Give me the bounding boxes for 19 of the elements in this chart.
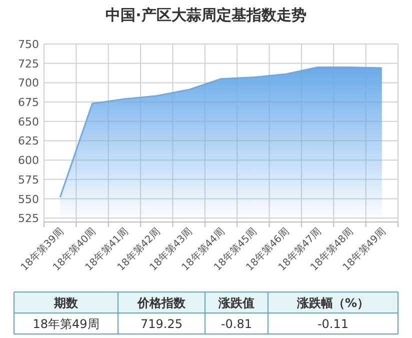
text: -0.81	[220, 317, 252, 331]
chart-title: 中国·产区大蒜周定基指数走势	[106, 6, 306, 24]
text: 价格指数	[136, 296, 186, 310]
y-tick-label: 675	[18, 96, 39, 110]
text: 18年第49周	[32, 317, 100, 331]
y-tick-label: 625	[18, 134, 39, 148]
y-tick-label: 575	[18, 173, 39, 186]
y-tick-label: 650	[18, 115, 39, 128]
y-tick-label: 750	[18, 38, 39, 51]
text: 719.25	[140, 317, 182, 331]
text: 涨跌值	[218, 296, 254, 310]
y-tick-label: 600	[18, 154, 39, 168]
y-tick-label: 550	[18, 192, 39, 206]
y-tick-label: 700	[18, 76, 39, 90]
text: 期数	[53, 296, 79, 310]
y-tick-label: 725	[18, 57, 39, 70]
text: 涨跌幅（%）	[296, 296, 370, 310]
text: -0.11	[317, 317, 349, 331]
y-tick-label: 525	[18, 212, 39, 226]
